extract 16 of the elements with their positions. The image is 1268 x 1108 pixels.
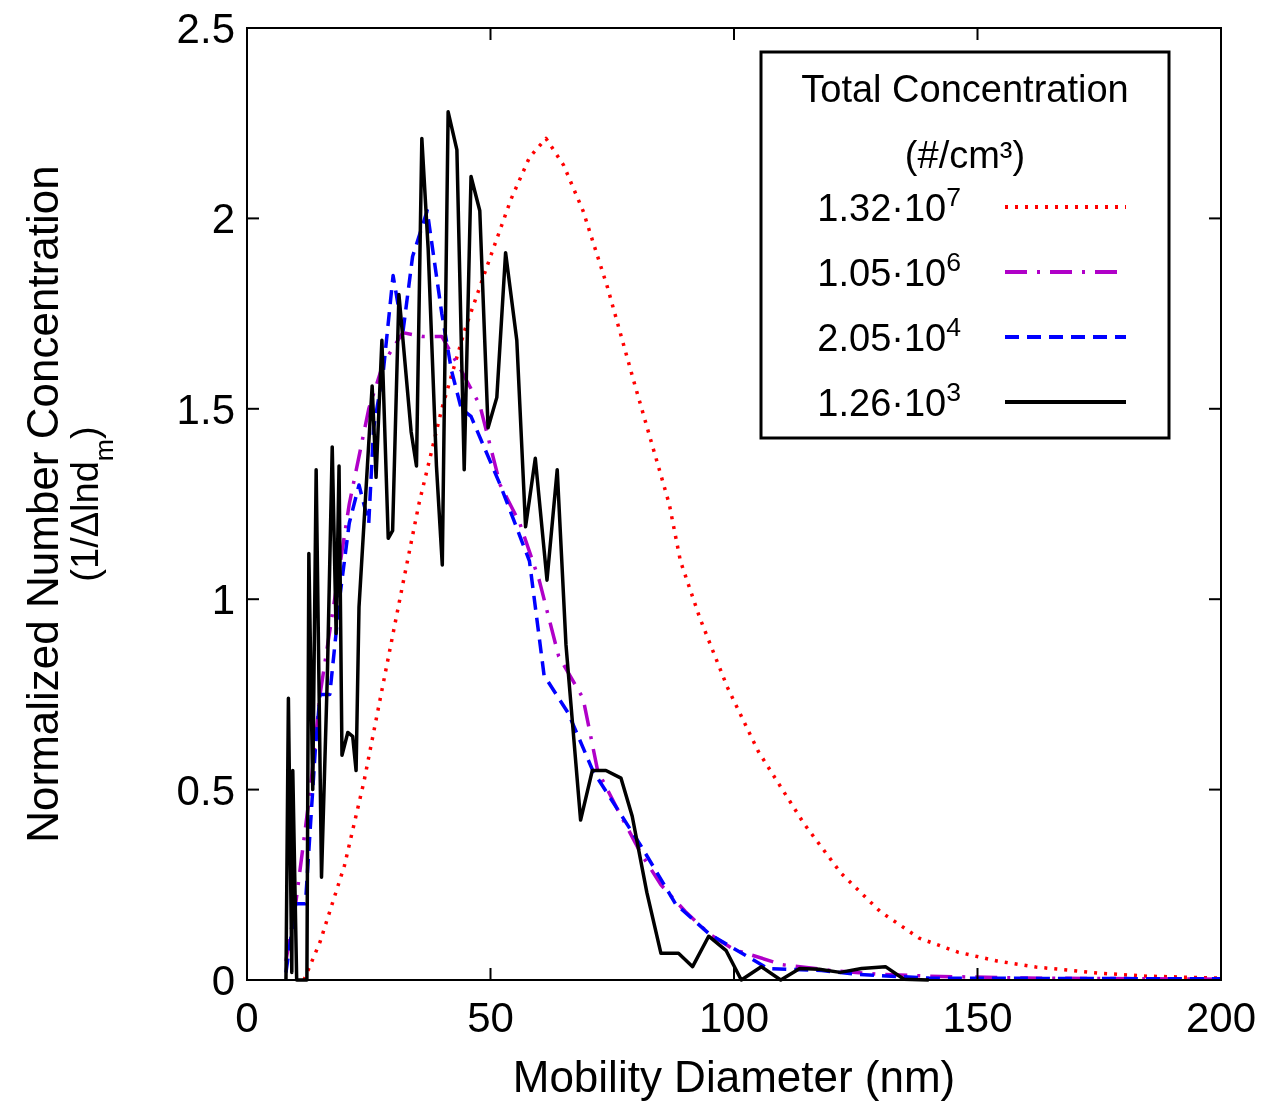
x-tick-label: 150: [942, 994, 1013, 1041]
y-tick-label: 0.5: [176, 766, 235, 814]
legend-label: 1.26·10$^{3}$: [817, 377, 961, 424]
x-tick-label: 100: [698, 994, 770, 1041]
y-tick-label: 2.5: [176, 5, 235, 52]
x-tick-label: 200: [1185, 994, 1257, 1041]
x-tick-label: 50: [467, 994, 514, 1041]
y-tick-label: 2: [211, 195, 235, 243]
y-tick-label: 1.5: [176, 385, 235, 433]
x-axis-title: Mobility Diameter (nm): [512, 1052, 956, 1101]
y-tick-label: 0: [211, 957, 235, 1004]
legend-label: 1.32·10$^{7}$: [817, 182, 961, 229]
legend-label: 1.05·10$^{6}$: [817, 247, 961, 294]
legend-label: 2.05·10$^{4}$: [817, 312, 962, 359]
y-tick-label: 1: [211, 576, 235, 624]
legend-title: Total Concentration (#/cm³): [801, 68, 1129, 176]
